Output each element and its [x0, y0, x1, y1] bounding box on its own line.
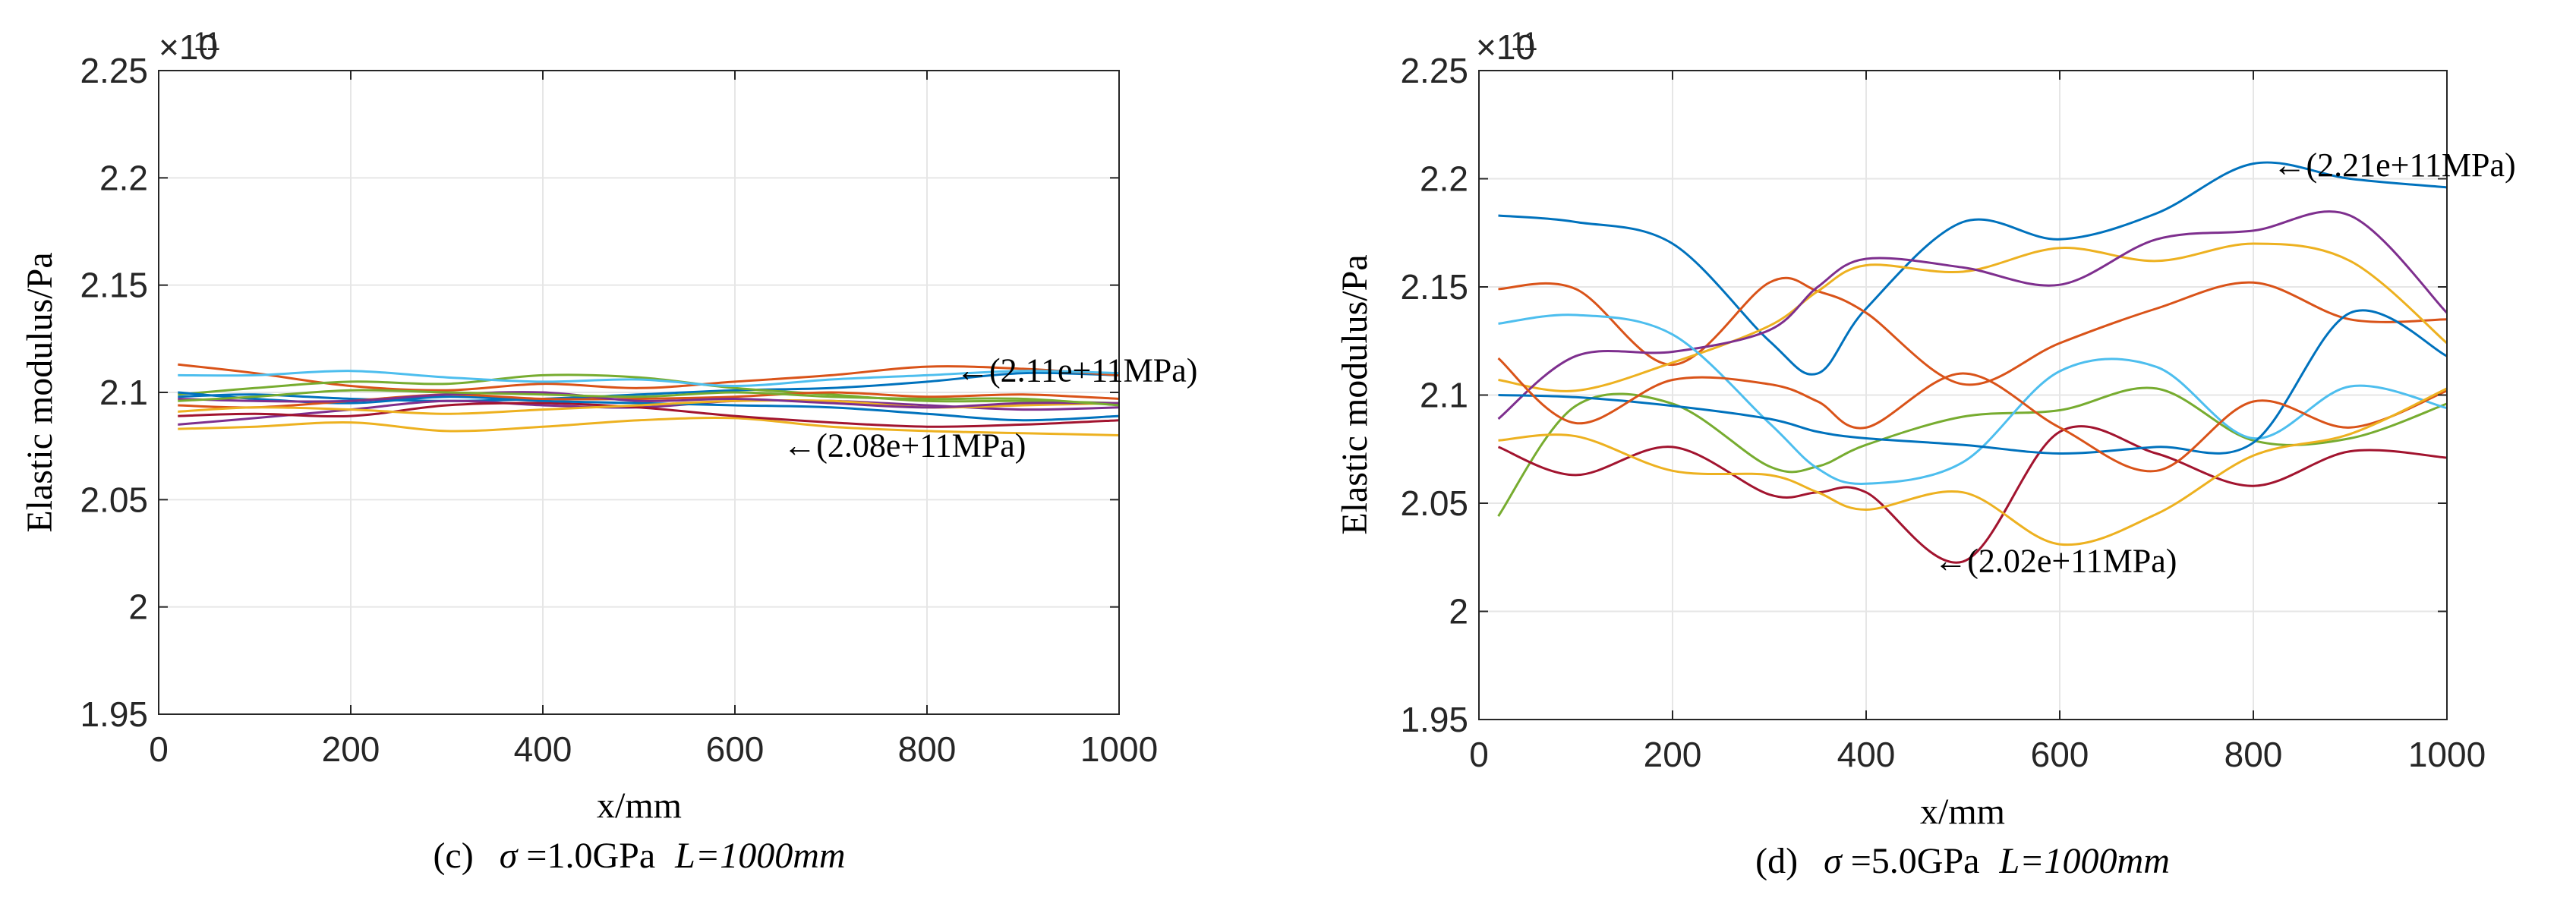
annotation-label: ←(2.08e+11MPa)	[783, 427, 1026, 464]
y-exponent-power: 11	[194, 27, 220, 56]
y-tick-label: 2	[128, 587, 148, 627]
series-line-s9	[178, 391, 1120, 409]
series-line-s12	[178, 389, 1120, 407]
x-axis-label: x/mm	[1920, 792, 2005, 832]
caption-label: (c)	[433, 836, 473, 876]
series-line-s5	[178, 373, 1120, 405]
y-tick-label: 2.05	[80, 480, 148, 519]
caption-sigma-value: =1.0GPa	[526, 836, 655, 876]
series-line-s3	[178, 416, 1120, 436]
caption-length: L=1000mm	[1998, 841, 2169, 881]
caption-d: (d) σ =5.0GPa L=1000mm	[1755, 841, 2170, 881]
chart-panel-c: 0 200 400 600 800 1000 1.95 2 2.05 2.1 2.15 2.2 2.25…	[20, 27, 1197, 876]
series-layer	[178, 363, 1120, 436]
y-exponent-base: ×10	[1476, 27, 1535, 67]
series-line-s8	[1498, 309, 2448, 455]
y-tick-label: 2.15	[1400, 267, 1468, 307]
tick-marks: 0 200 400 600 800 1000 1.95 2 2.05 2.1 2.15 2.2 2.25	[80, 51, 1158, 769]
series-layer	[1497, 161, 2448, 564]
annotation-label: ←(2.02e+11MPa)	[1934, 543, 2177, 580]
caption-sigma-symbol: σ	[500, 836, 519, 876]
y-tick-label: 2	[1449, 592, 1468, 631]
annotations: ←(2.11e+11MPa) ←(2.08e+11MPa)	[783, 351, 1197, 464]
series-line-s6	[1498, 313, 2448, 485]
series-line-s1	[178, 371, 1120, 402]
series-line-s2	[1498, 276, 2448, 386]
y-exponent-power: 11	[1511, 27, 1537, 56]
caption-sigma-value: =5.0GPa	[1851, 841, 1980, 881]
series-line-s7	[1497, 425, 2448, 564]
annotations: ←(2.21e+11MPa) ←(2.02e+11MPa)	[1934, 146, 2515, 580]
series-line-s1	[1498, 161, 2448, 376]
series-line-s4	[1497, 210, 2448, 420]
x-tick-label: 1000	[1080, 729, 1158, 769]
y-axis-label: Elastic modulus/Pa	[20, 252, 60, 532]
x-tick-label: 800	[2224, 735, 2283, 774]
y-tick-label: 2.2	[1420, 159, 1468, 199]
series-line-s3	[1498, 242, 2448, 392]
y-tick-label: 2.25	[1400, 51, 1468, 90]
caption-label: (d)	[1755, 841, 1798, 881]
series-line-s6	[178, 370, 1120, 387]
y-tick-label: 1.95	[1400, 700, 1468, 739]
y-tick-label: 2.25	[80, 51, 148, 90]
series-line-s9	[1497, 357, 2448, 473]
x-tick-label: 800	[898, 729, 957, 769]
x-tick-label: 0	[1469, 735, 1489, 774]
series-line-s10	[1498, 387, 2448, 546]
y-tick-label: 2.05	[1400, 483, 1468, 523]
y-tick-label: 2.15	[80, 266, 148, 305]
x-axis-label: x/mm	[597, 786, 682, 826]
y-exponent-base: ×10	[159, 27, 218, 67]
x-tick-label: 600	[706, 729, 765, 769]
chart-panel-d: 0 200 400 600 800 1000 1.95 2 2.05 2.1 2.15 2.2 2.25…	[1335, 27, 2516, 881]
series-line-s5	[1497, 386, 2448, 517]
series-line-s11	[178, 391, 1120, 409]
x-tick-label: 600	[2031, 735, 2089, 774]
tick-marks: 0 200 400 600 800 1000 1.95 2 2.05 2.1 2.15 2.2 2.25	[1400, 51, 2486, 774]
y-tick-label: 1.95	[80, 694, 148, 734]
caption-length: L=1000mm	[674, 836, 845, 876]
x-tick-label: 200	[322, 729, 380, 769]
annotation-label: ←(2.11e+11MPa)	[956, 351, 1198, 389]
x-tick-label: 0	[149, 729, 169, 769]
annotation-label: ←(2.21e+11MPa)	[2273, 146, 2516, 184]
series-line-s7	[178, 402, 1120, 428]
caption-sigma-symbol: σ	[1824, 841, 1843, 881]
y-tick-label: 2.2	[99, 158, 148, 197]
x-tick-label: 400	[1837, 735, 1896, 774]
x-tick-label: 1000	[2408, 735, 2486, 774]
y-tick-label: 2.1	[99, 373, 148, 412]
caption-c: (c) σ =1.0GPa L=1000mm	[433, 836, 845, 876]
y-tick-label: 2.1	[1420, 376, 1468, 415]
x-tick-label: 200	[1644, 735, 1702, 774]
x-tick-label: 400	[514, 729, 572, 769]
y-axis-label: Elastic modulus/Pa	[1335, 254, 1375, 534]
